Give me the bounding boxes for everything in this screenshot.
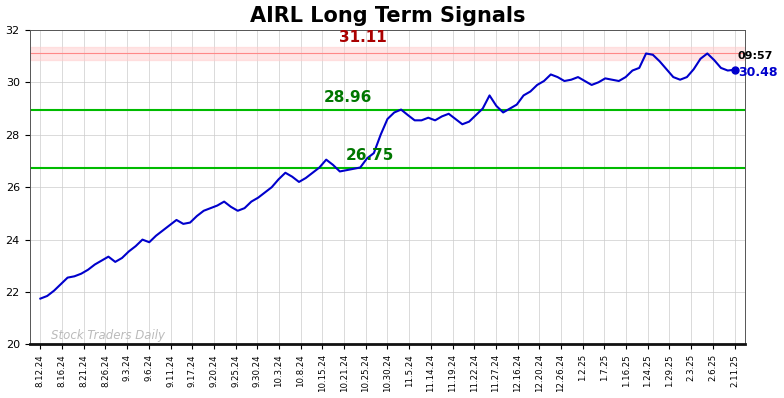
Title: AIRL Long Term Signals: AIRL Long Term Signals: [250, 6, 525, 25]
Text: 26.75: 26.75: [346, 148, 394, 163]
Bar: [30, 47, 746, 60]
Text: 30.48: 30.48: [738, 66, 777, 79]
Text: Stock Traders Daily: Stock Traders Daily: [51, 329, 165, 342]
Text: 09:57: 09:57: [738, 51, 773, 61]
Text: 31.11: 31.11: [339, 30, 387, 45]
Text: 28.96: 28.96: [324, 90, 372, 105]
